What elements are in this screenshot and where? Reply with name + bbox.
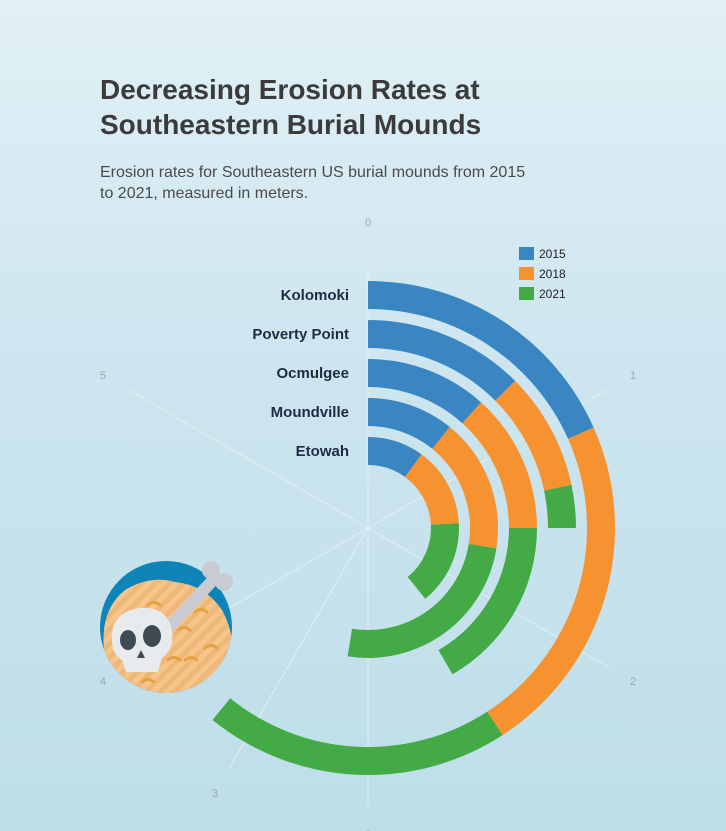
angular-tick-labels: 0 1 2 3 3 4 5 — [100, 217, 636, 831]
tick-label: 2 — [630, 676, 636, 688]
bar-kolomoki-2015 — [368, 281, 594, 439]
bar-moundville-2021 — [347, 543, 497, 658]
chart-title: Decreasing Erosion Rates at Southeastern… — [100, 74, 482, 140]
bar-etowah-2018 — [405, 454, 459, 525]
bar-etowah-2015 — [368, 437, 422, 478]
grid-spoke — [126, 388, 369, 529]
legend-swatch — [519, 287, 534, 300]
bar-poverty-point-2015 — [368, 320, 516, 401]
legend: 2015 2018 2021 — [519, 247, 566, 301]
category-labels: Kolomoki Poverty Point Ocmulgee Moundville E… — [252, 287, 349, 460]
tick-label: 0 — [365, 217, 371, 229]
tick-label: 1 — [630, 370, 636, 382]
bar-ocmulgee-2015 — [368, 359, 482, 424]
bar-moundville-2018 — [432, 426, 498, 549]
bar-kolomoki-2021 — [212, 698, 503, 775]
bar-kolomoki-2018 — [487, 427, 616, 736]
category-label: Kolomoki — [281, 287, 349, 304]
chart-subtitle: Erosion rates for Southeastern US burial… — [100, 164, 526, 202]
legend-swatch — [519, 267, 534, 280]
category-label: Moundville — [271, 404, 349, 421]
bar-etowah-2021 — [407, 523, 459, 599]
legend-label: 2018 — [539, 267, 566, 281]
bar-poverty-point-2018 — [495, 380, 572, 491]
bar-poverty-point-2021 — [544, 484, 576, 528]
legend-swatch — [519, 247, 534, 260]
bar-ocmulgee-2018 — [462, 402, 538, 528]
bar-ocmulgee-2021 — [438, 528, 537, 675]
tick-label: 3 — [212, 788, 218, 800]
tick-label: 5 — [100, 370, 106, 382]
category-label: Etowah — [296, 443, 349, 460]
bars — [212, 281, 616, 775]
tick-label: 3 — [365, 829, 371, 831]
legend-label: 2021 — [539, 287, 566, 301]
tick-label: 4 — [100, 676, 106, 688]
bar-moundville-2015 — [368, 398, 450, 449]
skull-bone-icon — [100, 561, 233, 693]
legend-label: 2015 — [539, 247, 566, 261]
category-label: Ocmulgee — [276, 365, 349, 382]
category-label: Poverty Point — [252, 326, 349, 343]
